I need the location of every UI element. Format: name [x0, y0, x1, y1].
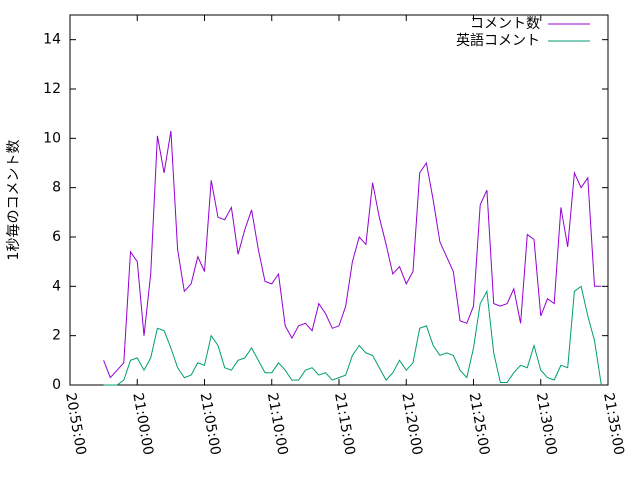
series-line [103, 285, 602, 386]
y-axis-label: 1秒毎のコメント数 [6, 140, 22, 261]
legend-label: コメント数 [470, 16, 540, 32]
y-tick-label: 4 [52, 278, 61, 294]
x-tick-label: 21:35:00 [600, 392, 627, 457]
y-tick-label: 12 [43, 81, 61, 97]
x-tick-label: 20:55:00 [62, 392, 89, 457]
series-line [103, 130, 602, 379]
x-tick-label: 21:15:00 [331, 392, 358, 457]
y-tick-label: 8 [52, 180, 61, 196]
x-tick-label: 21:25:00 [466, 392, 493, 457]
x-tick-label: 21:30:00 [533, 392, 560, 457]
y-tick-label: 0 [52, 377, 61, 393]
y-tick-label: 14 [43, 32, 61, 48]
x-tick-label: 21:10:00 [264, 392, 291, 457]
legend-label: 英語コメント [456, 32, 540, 49]
y-tick-label: 2 [52, 328, 61, 344]
plot-border [69, 14, 609, 386]
x-tick-label: 21:20:00 [398, 392, 425, 457]
x-tick-label: 21:05:00 [197, 392, 224, 457]
y-tick-label: 10 [43, 130, 61, 146]
y-tick-label: 6 [52, 229, 61, 245]
x-tick-label: 21:00:00 [129, 392, 156, 457]
